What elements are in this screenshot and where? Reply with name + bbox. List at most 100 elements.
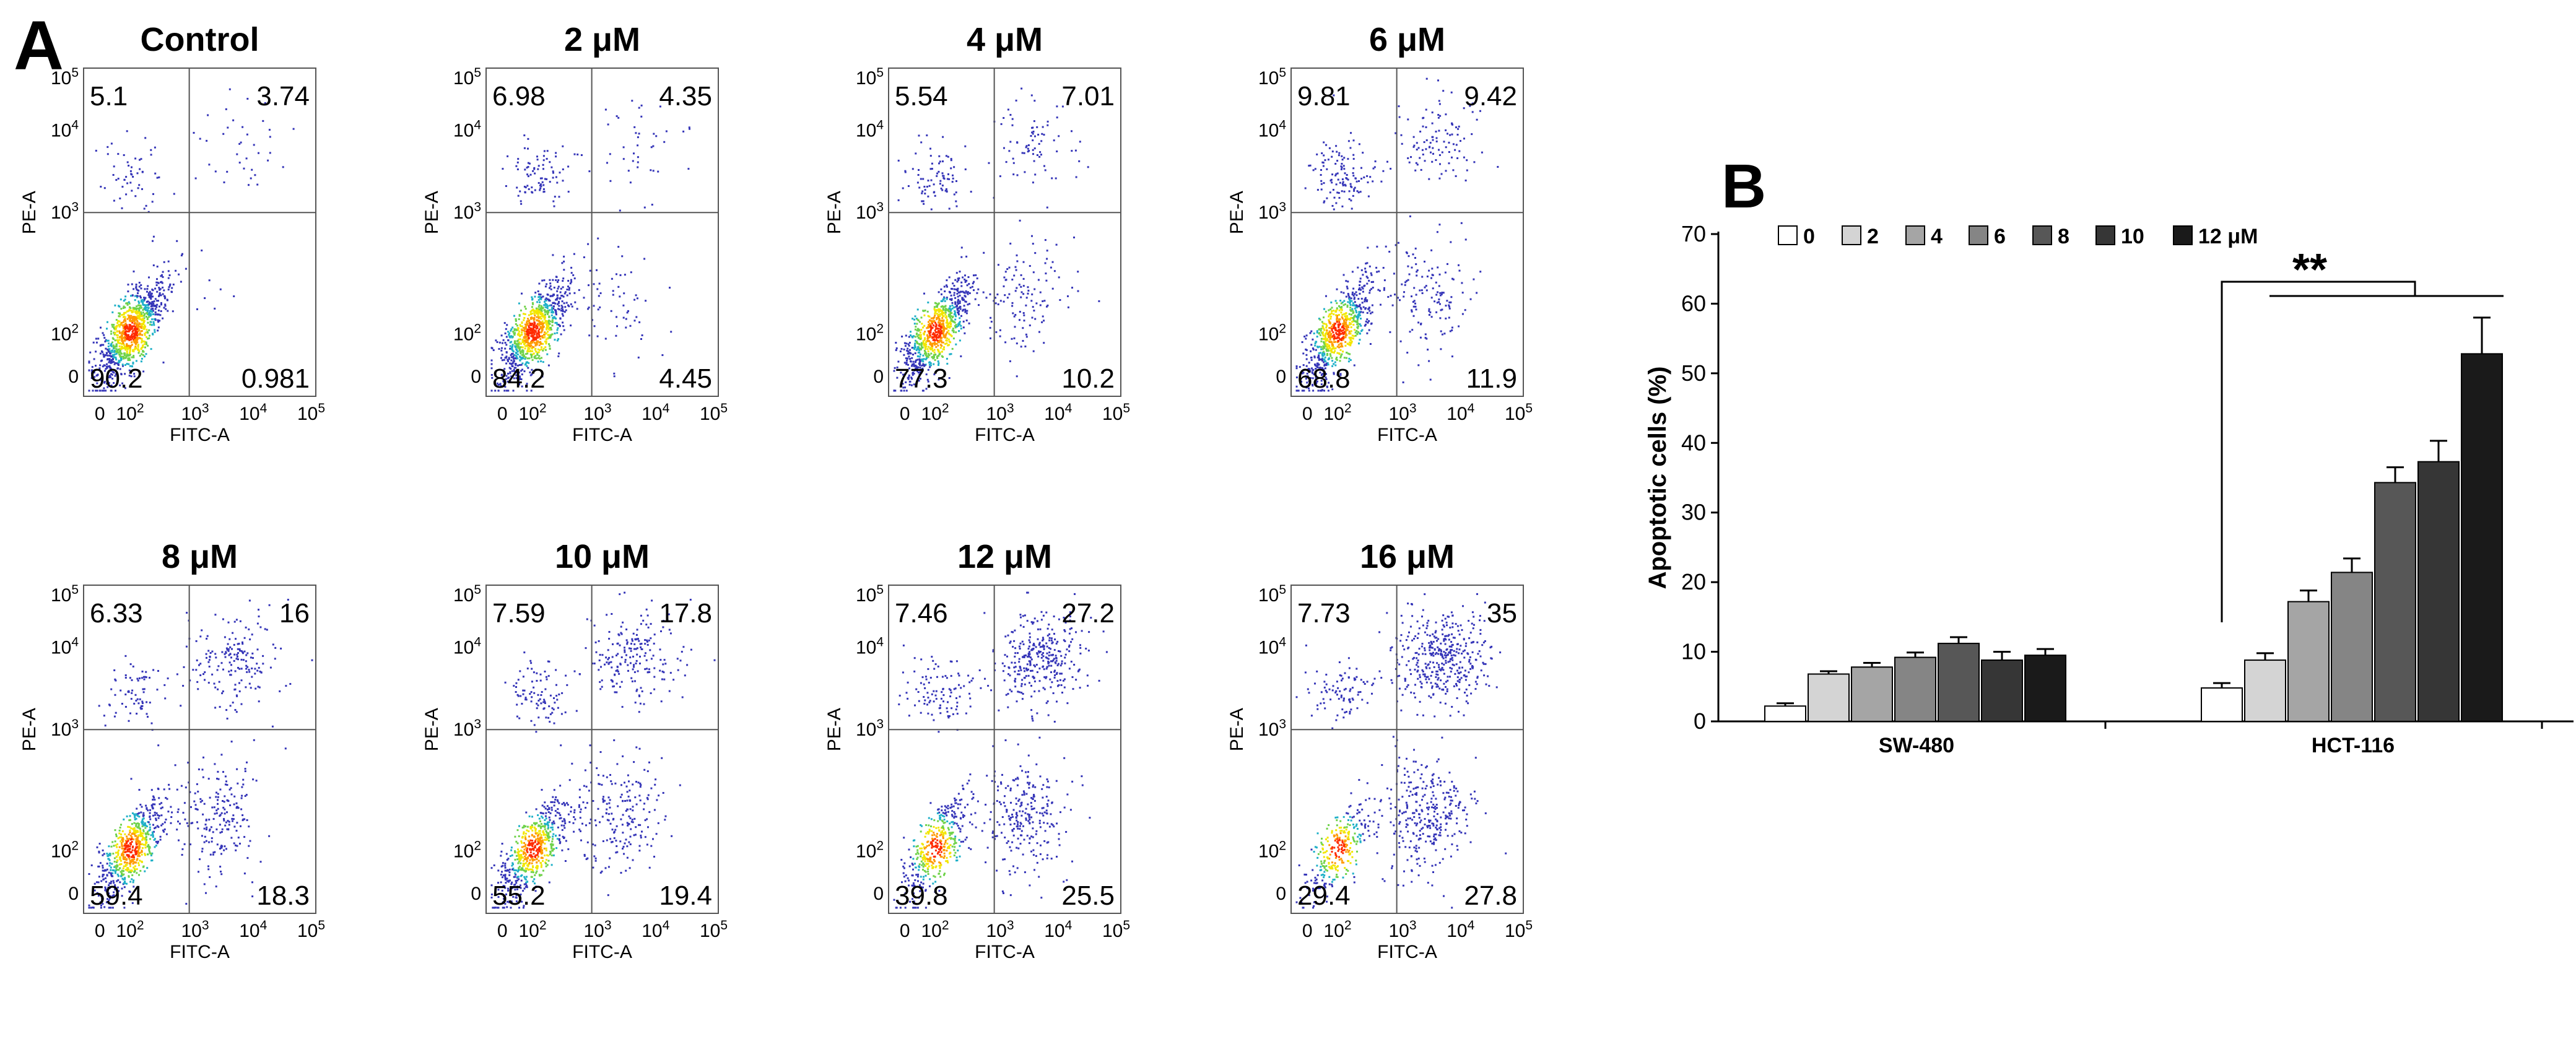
event-dot bbox=[148, 301, 150, 303]
event-dot bbox=[1445, 305, 1447, 307]
event-dot bbox=[114, 870, 116, 872]
event-dot bbox=[931, 322, 933, 324]
event-dot bbox=[917, 174, 920, 176]
event-dot bbox=[146, 288, 149, 290]
event-dot bbox=[1336, 357, 1338, 359]
event-dot bbox=[1451, 122, 1453, 124]
event-dot bbox=[546, 328, 548, 331]
event-dot bbox=[124, 337, 127, 340]
event-dot bbox=[1336, 307, 1338, 310]
event-dot bbox=[518, 341, 521, 344]
event-dot bbox=[99, 379, 102, 381]
event-dot bbox=[563, 260, 565, 263]
event-dot bbox=[107, 365, 110, 368]
event-dot bbox=[145, 353, 147, 355]
event-dot bbox=[141, 319, 144, 321]
event-dot bbox=[515, 346, 518, 348]
event-dot bbox=[1354, 334, 1357, 337]
event-dot bbox=[530, 324, 533, 326]
event-dot bbox=[121, 333, 124, 335]
event-dot bbox=[126, 882, 128, 885]
event-dot bbox=[990, 316, 992, 319]
event-dot bbox=[100, 907, 102, 909]
event-dot bbox=[529, 323, 532, 325]
event-dot bbox=[136, 311, 138, 313]
event-dot bbox=[920, 378, 921, 380]
event-dot bbox=[146, 310, 149, 313]
event-dot bbox=[978, 304, 980, 307]
event-dot bbox=[110, 142, 113, 145]
event-dot bbox=[559, 317, 562, 320]
scatter-dots bbox=[88, 599, 313, 909]
event-dot bbox=[941, 344, 943, 347]
event-dot bbox=[1310, 377, 1312, 379]
event-dot bbox=[500, 374, 503, 376]
event-dot bbox=[133, 308, 134, 311]
event-dot bbox=[1354, 186, 1356, 189]
event-dot bbox=[178, 273, 180, 276]
event-dot bbox=[934, 331, 937, 334]
event-dot bbox=[118, 339, 121, 341]
event-dot bbox=[1013, 315, 1016, 318]
event-dot bbox=[907, 370, 909, 372]
event-dot bbox=[922, 326, 925, 329]
event-dot bbox=[1412, 136, 1415, 138]
event-dot bbox=[145, 309, 147, 311]
event-dot bbox=[903, 362, 906, 364]
event-dot bbox=[549, 295, 552, 297]
event-dot bbox=[1458, 269, 1461, 272]
event-dot bbox=[520, 325, 522, 328]
event-dot bbox=[1411, 310, 1413, 313]
event-dot bbox=[521, 341, 524, 344]
event-dot bbox=[119, 355, 121, 358]
event-dot bbox=[138, 309, 141, 311]
event-dot bbox=[129, 325, 131, 328]
event-dot bbox=[1471, 133, 1473, 136]
event-dot bbox=[929, 147, 931, 150]
event-dot bbox=[235, 711, 238, 713]
event-dot bbox=[1497, 166, 1499, 168]
event-dot bbox=[962, 310, 964, 312]
event-dot bbox=[132, 320, 134, 322]
event-dot bbox=[570, 266, 573, 269]
event-dot bbox=[990, 321, 993, 323]
event-dot bbox=[1415, 294, 1417, 296]
event-dot bbox=[221, 845, 223, 848]
event-dot bbox=[542, 361, 544, 363]
event-dot bbox=[132, 362, 134, 364]
event-dot bbox=[1341, 316, 1343, 318]
event-dot bbox=[515, 318, 517, 320]
event-dot bbox=[215, 656, 217, 659]
event-dot bbox=[111, 359, 114, 361]
event-dot bbox=[110, 361, 113, 363]
event-dot bbox=[117, 361, 120, 363]
event-dot bbox=[549, 345, 551, 347]
event-dot bbox=[120, 298, 122, 301]
event-dot bbox=[1027, 289, 1030, 292]
event-dot bbox=[550, 311, 553, 313]
event-dot bbox=[996, 294, 999, 295]
event-dot bbox=[532, 328, 534, 330]
event-dot bbox=[149, 838, 151, 840]
event-dot bbox=[556, 290, 559, 292]
event-dot bbox=[528, 347, 531, 350]
event-dot bbox=[921, 358, 924, 360]
event-dot bbox=[1352, 287, 1355, 290]
event-dot bbox=[946, 342, 948, 344]
event-dot bbox=[952, 177, 954, 180]
event-dot bbox=[1352, 302, 1354, 305]
event-dot bbox=[121, 207, 123, 209]
plot-frame bbox=[1290, 67, 1524, 397]
event-dot bbox=[121, 342, 123, 345]
event-dot bbox=[133, 270, 135, 272]
event-dot bbox=[1347, 324, 1349, 327]
event-dot bbox=[908, 344, 910, 347]
event-dot bbox=[1368, 265, 1371, 268]
event-dot bbox=[931, 347, 933, 350]
event-dot bbox=[948, 207, 951, 210]
event-dot bbox=[1368, 329, 1370, 331]
event-dot bbox=[123, 154, 125, 156]
event-dot bbox=[113, 861, 116, 863]
event-dot bbox=[541, 320, 544, 323]
event-dot bbox=[130, 310, 133, 312]
